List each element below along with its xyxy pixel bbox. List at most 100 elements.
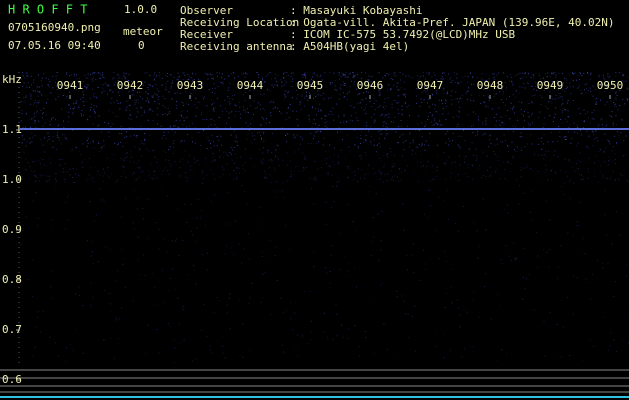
noise-dot — [35, 192, 37, 193]
noise-dot — [233, 254, 235, 256]
noise-dot — [614, 104, 616, 106]
noise-dot — [387, 97, 389, 99]
noise-dot — [285, 90, 287, 92]
noise-dot — [491, 172, 493, 174]
noise-dot — [555, 150, 557, 151]
noise-dot — [139, 166, 141, 168]
noise-dot — [184, 203, 186, 205]
noise-dot — [256, 107, 258, 109]
noise-dot — [99, 188, 101, 190]
noise-dot — [393, 121, 395, 123]
noise-dot — [323, 92, 325, 94]
noise-dot — [253, 100, 255, 102]
noise-dot — [289, 175, 291, 177]
noise-dot — [564, 158, 566, 160]
noise-dot — [313, 203, 315, 205]
noise-dot — [192, 89, 194, 91]
noise-dot — [574, 131, 576, 133]
noise-dot — [364, 178, 366, 180]
noise-dot — [84, 158, 86, 160]
noise-dot — [451, 162, 453, 164]
noise-dot — [447, 130, 449, 132]
noise-dot — [143, 218, 144, 220]
noise-dot — [494, 170, 496, 172]
noise-dot — [588, 147, 590, 149]
noise-dot — [21, 177, 23, 179]
noise-dot — [276, 279, 278, 281]
noise-dot — [368, 79, 370, 81]
noise-dot — [260, 93, 262, 95]
noise-dot — [82, 305, 84, 307]
noise-dot — [246, 108, 248, 110]
noise-dot — [589, 160, 591, 162]
noise-dot — [75, 329, 77, 331]
noise-dot — [46, 102, 47, 104]
noise-dot — [470, 72, 471, 74]
noise-dot — [319, 76, 321, 77]
noise-dot — [192, 360, 194, 362]
noise-dot — [288, 248, 290, 250]
noise-dot — [347, 176, 349, 178]
noise-dot — [93, 105, 95, 106]
noise-dot — [59, 164, 60, 166]
noise-dot — [590, 73, 592, 75]
noise-dot — [535, 173, 537, 175]
noise-dot — [612, 122, 614, 124]
noise-dot — [300, 109, 302, 111]
noise-dot — [158, 96, 160, 98]
noise-dot — [383, 106, 385, 107]
noise-dot — [309, 83, 311, 85]
noise-dot — [126, 152, 128, 154]
noise-dot — [23, 82, 25, 84]
noise-dot — [603, 77, 605, 79]
noise-dot — [221, 110, 223, 112]
noise-dot — [213, 102, 215, 104]
noise-dot — [76, 78, 78, 80]
noise-dot — [95, 79, 97, 80]
noise-dot — [499, 165, 501, 167]
info-label: Observer — [180, 4, 233, 17]
noise-dot — [423, 213, 425, 215]
noise-dot — [109, 177, 111, 179]
noise-dot — [36, 101, 38, 103]
noise-dot — [254, 89, 256, 91]
noise-dot — [527, 82, 529, 84]
noise-dot — [503, 85, 505, 87]
noise-dot — [215, 107, 217, 109]
noise-dot — [30, 118, 32, 120]
noise-dot — [522, 153, 524, 155]
noise-dot — [541, 154, 543, 156]
noise-dot — [452, 268, 453, 270]
noise-dot — [612, 124, 614, 126]
noise-dot — [488, 139, 490, 141]
noise-dot — [337, 161, 339, 163]
noise-dot — [627, 99, 628, 101]
noise-dot — [165, 138, 167, 140]
noise-dot — [182, 72, 184, 74]
noise-dot — [527, 74, 529, 76]
noise-dot — [121, 248, 123, 250]
noise-dot — [222, 174, 224, 175]
noise-dot — [167, 72, 169, 74]
noise-dot — [39, 174, 41, 176]
noise-dot — [186, 81, 188, 83]
noise-dot — [361, 169, 362, 171]
noise-dot — [581, 92, 583, 94]
noise-dot — [198, 84, 199, 86]
noise-dot — [233, 77, 235, 79]
noise-dot — [337, 155, 339, 157]
noise-dot — [136, 100, 137, 101]
noise-dot — [323, 331, 325, 333]
noise-dot — [519, 185, 520, 187]
noise-dot — [158, 248, 160, 250]
noise-dot — [409, 76, 411, 78]
noise-dot — [103, 339, 105, 341]
noise-dot — [245, 122, 247, 124]
noise-dot — [111, 97, 113, 99]
noise-dot — [39, 158, 41, 160]
noise-dot — [567, 159, 569, 161]
noise-dot — [549, 219, 551, 221]
noise-dot — [370, 136, 372, 138]
noise-dot — [549, 312, 551, 314]
noise-dot — [354, 74, 356, 76]
